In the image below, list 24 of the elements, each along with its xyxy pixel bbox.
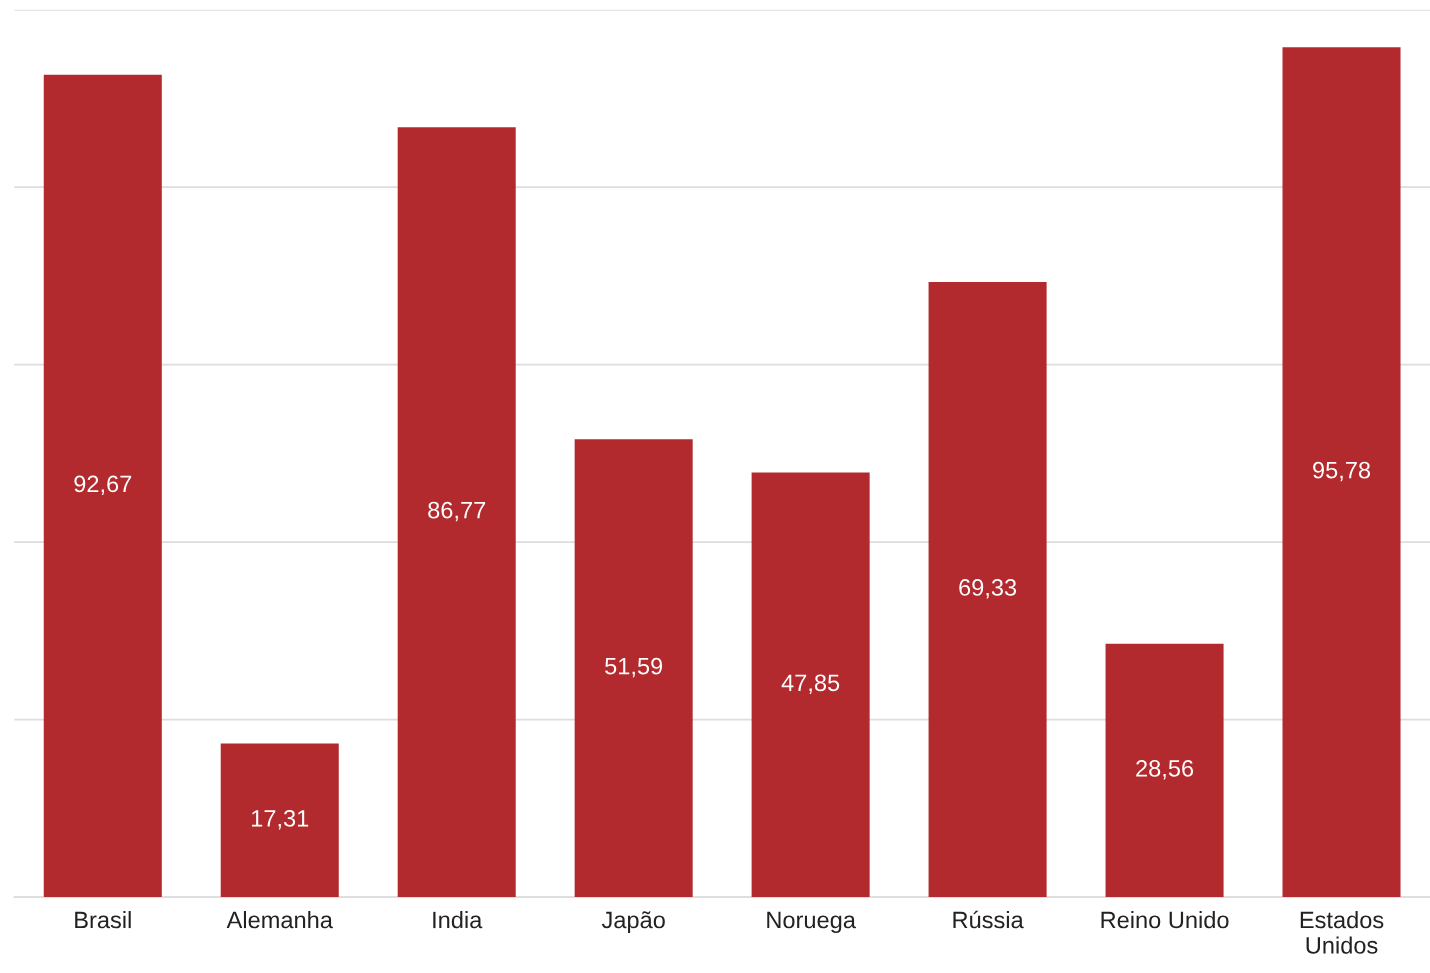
x-tick-label: Noruega (767, 911, 856, 933)
bar (43, 74, 162, 898)
bar (397, 127, 516, 898)
x-tick-label: India (433, 910, 483, 929)
data-label: 69,33 (959, 579, 1017, 599)
data-label: 95,78 (1313, 461, 1371, 482)
data-label: 47,85 (781, 674, 840, 694)
x-tick-label: Japão (601, 911, 665, 933)
bar (928, 281, 1047, 898)
data-label: 17,31 (252, 809, 309, 830)
data-label: 51,59 (605, 657, 663, 678)
x-tick-label: Reino Unido (1101, 910, 1229, 929)
bar (1282, 47, 1401, 898)
x-tick-label: Brasil (75, 910, 131, 929)
x-tick-label: Alemanha (226, 910, 333, 929)
data-label: 28,56 (1136, 760, 1194, 780)
bar (574, 439, 693, 898)
data-label: 92,67 (74, 475, 132, 496)
data-label: 86,77 (428, 501, 486, 522)
x-tick-label: Rússia (953, 910, 1024, 929)
x-tick-label: Estados Unidos (1300, 910, 1384, 954)
bar (1105, 643, 1224, 898)
bar (751, 472, 870, 898)
bar (220, 743, 339, 898)
